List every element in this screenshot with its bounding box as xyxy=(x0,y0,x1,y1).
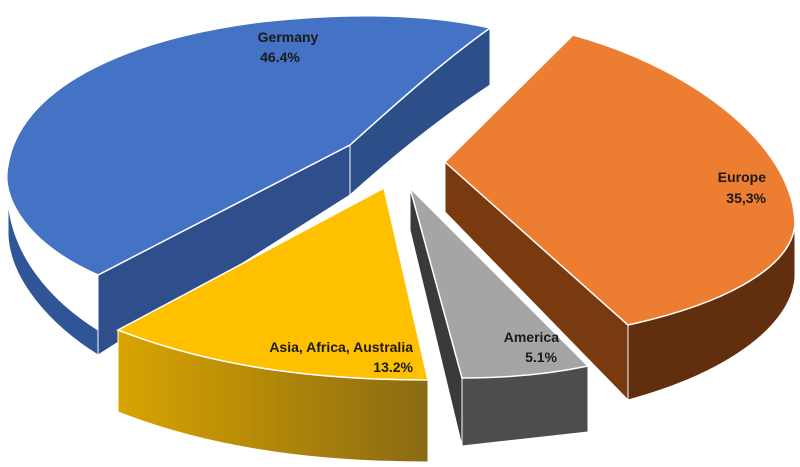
label-europe-value: 35,3% xyxy=(726,190,766,206)
label-germany-value: 46.4% xyxy=(260,49,300,65)
slice-asia-africa-australia[interactable] xyxy=(116,186,429,463)
slice-europe-top xyxy=(443,34,796,326)
slice-germany-top xyxy=(6,15,492,276)
label-asia-value: 13.2% xyxy=(373,359,413,375)
label-asia-name: Asia, Africa, Australia xyxy=(269,339,413,355)
slice-asia-top xyxy=(116,186,429,381)
label-america-name: America xyxy=(504,329,559,345)
label-germany-name: Germany xyxy=(258,29,319,45)
slice-america-top xyxy=(408,185,590,379)
slice-europe[interactable] xyxy=(443,34,796,402)
label-europe-name: Europe xyxy=(718,169,766,185)
label-america-value: 5.1% xyxy=(525,349,557,365)
slice-america[interactable] xyxy=(408,185,590,447)
slice-germany[interactable] xyxy=(6,15,492,356)
